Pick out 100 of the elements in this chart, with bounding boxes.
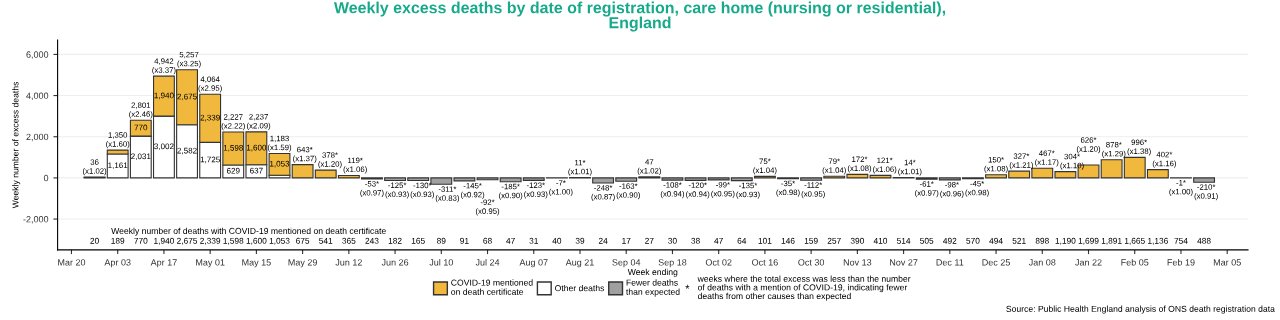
annotation: 521 [1012,237,1026,244]
annotation: 541 [319,237,333,244]
annotation: 30 [668,237,677,244]
annotation: 146 [781,237,795,244]
x-tick-label: May 29 [288,259,317,268]
annotation: 24 [598,237,608,244]
legend-label: COVID-19 mentioned on death certificate [451,279,533,295]
x-tick-label: Sep 04 [612,259,641,268]
annotation: 410 [873,237,888,244]
x-tick-label: Oct 02 [705,259,732,266]
data-label: 1,600 [246,144,267,152]
data-label: 1,940 [154,92,174,100]
source-note: Source: Public Health England analysis of ONS death registration data [1006,305,1275,314]
x-tick-label: May 15 [242,259,271,268]
annotation: 47 [506,237,515,244]
annotation: 165 [411,237,425,244]
x-tick-label: Jan 08 [1028,259,1056,266]
y-tick-label: 2,000 [26,133,49,142]
annotation: 390 [850,237,864,244]
data-label: 1,725 [200,156,220,164]
annotation: 47 [714,237,723,244]
x-tick-label: Dec 11 [936,259,964,266]
annotation: 40 [552,237,562,244]
x-tick-label: Aug 21 [565,259,594,268]
x-tick-label: Feb 05 [1121,258,1149,266]
annotation: 20 [90,237,99,244]
annotation: 1,190 [1055,237,1076,245]
annotation: 1,699 [1078,237,1099,245]
annotation: 38 [691,237,700,244]
data-label: 1,598 [223,144,243,152]
annotation: 898 [1035,237,1049,244]
annotation: 257 [827,237,841,244]
annotation: 1,600 [246,237,267,245]
annotation: 570 [966,237,980,244]
annotation: 31 [529,237,538,244]
annotation: 91 [460,237,469,244]
x-tick-label: Oct 30 [798,259,825,266]
annotation: 27 [645,237,654,244]
data-label: 1,161 [108,162,128,170]
annotation: 675 [296,237,310,244]
annotation: 243 [365,237,379,244]
annotation: 770 [134,237,148,244]
text: * [685,284,690,289]
annotation: 101 [758,237,772,244]
annotation: 189 [111,237,125,244]
annotation: 182 [388,237,402,244]
x-tick-label: Mar 20 [58,259,86,266]
legend-label: Fewer deaths than expected [626,279,680,297]
x-tick-label: Aug 07 [519,259,548,268]
chart-title: Weekly excess deaths by date of registration, care home (nursing or residential), England [333,1,946,32]
annotation: 68 [483,237,492,244]
annotation: 492 [943,237,957,244]
text: weeks where the total excess was less than the number of deaths with a mention of COVID-19, indicating fewer deaths from other causes than expected [697,275,911,301]
annotation: 1,136 [1148,237,1168,245]
data-label: 3,002 [154,143,174,151]
annotation: 505 [920,237,934,244]
legend-label: Other deaths [555,284,605,292]
x-tick-label: Sep 18 [658,259,687,268]
x-tick-label: Nov 27 [890,259,918,266]
annotation: 2,675 [177,237,198,245]
y-tick-label: 0 [43,174,49,182]
annotation: 1,053 [269,237,290,245]
x-tick-label: Jun 26 [381,259,409,266]
x-tick-label: Mar 05 [1213,259,1241,266]
x-tick-label: May 01 [196,259,225,268]
x-tick-label: Oct 16 [752,259,778,266]
annotation: 365 [342,237,356,244]
annotation: 1,665 [1124,237,1145,245]
x-tick-label: Dec 25 [982,259,1010,266]
data-label: 637 [250,167,263,174]
x-axis-title: Week ending [627,268,678,277]
annotation: 488 [1197,237,1211,244]
annotation: 494 [989,237,1003,244]
x-tick-label: Jul 10 [429,258,453,266]
data-label: 770 [134,124,148,131]
annotation: 64 [737,237,747,244]
annotation: 17 [622,237,631,244]
annotation: 1,891 [1101,237,1122,245]
annotation: 159 [804,237,818,244]
annotation: 2,339 [200,237,221,245]
data-label: 2,582 [177,147,197,155]
data-label: 2,339 [200,114,220,122]
y-axis-title: Weekly number of excess deaths [12,81,21,209]
annotation: 1,940 [154,237,175,245]
annotation: Weekly number of deaths with COVID-19 mentioned on death certificate [111,227,386,236]
annotation: 39 [575,237,585,244]
y-tick-label: 6,000 [26,51,49,59]
annotation: 514 [896,237,911,244]
x-tick-label: Feb 19 [1167,258,1195,266]
annotation: 89 [437,237,446,244]
data-label: 629 [226,167,240,174]
x-tick-label: Apr 17 [150,259,177,268]
x-tick-label: Jan 22 [1075,259,1102,266]
y-tick-label: -2,000 [23,216,49,224]
x-tick-label: Jul 24 [475,258,500,266]
data-label: 1,053 [270,160,290,168]
x-tick-label: Jun 12 [335,259,362,266]
data-label: 2,031 [131,153,151,161]
annotation: 1,598 [223,237,244,245]
data-label: 2,675 [177,93,197,101]
